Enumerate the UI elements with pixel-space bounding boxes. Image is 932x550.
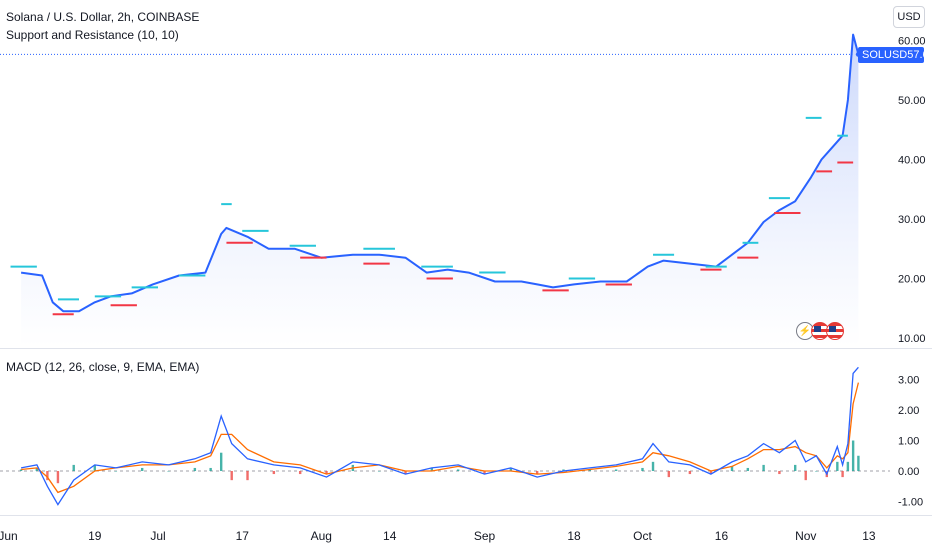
macd-histogram-bar (93, 464, 96, 471)
macd-histogram-bar (456, 469, 460, 471)
time-axis-tick-label: 17 (236, 529, 250, 543)
macd-histogram-bar (140, 467, 144, 471)
price-tag-value: 57.67 (907, 49, 932, 61)
macd-histogram-bar (794, 464, 797, 471)
price-axis-tick-label: 40.00 (898, 155, 926, 167)
price-axis-tick-label: 10.00 (898, 333, 926, 345)
time-axis-tick-label: Oct (633, 529, 652, 543)
macd-histogram-bar (778, 471, 781, 475)
time-axis-tick-label: Sep (474, 529, 496, 543)
macd-histogram-bar (641, 467, 644, 471)
price-axis-tick-label: 50.00 (898, 95, 926, 107)
macd-histogram-bar (404, 471, 407, 475)
macd-histogram-bar (483, 471, 486, 475)
bolt-icon[interactable]: ⚡ (796, 322, 814, 340)
macd-histogram-bar (588, 469, 592, 471)
time-axis-tick-label: Aug (311, 529, 332, 543)
time-axis-tick-label: 19 (88, 529, 102, 543)
macd-axis-tick-label: 3.00 (898, 375, 919, 387)
time-axis-tick-label: Jul (150, 529, 165, 543)
time-axis-tick-label: 13 (862, 529, 876, 543)
last-price-tag: SOLUSD 57.67 (858, 47, 932, 63)
price-axis-tick-label: 20.00 (898, 274, 926, 286)
macd-histogram-bar (19, 469, 23, 471)
macd-line (20, 366, 859, 506)
macd-histogram-bar (815, 471, 818, 472)
macd-histogram-bar (762, 464, 765, 471)
price-axis-tick-label: 30.00 (898, 214, 926, 226)
macd-histogram-bar (667, 471, 671, 478)
macd-histogram-bar (272, 471, 276, 475)
macd-histogram-bar (651, 461, 655, 471)
macd-histogram-bar (167, 471, 170, 472)
macd-axis-tick-label: -1.00 (898, 497, 923, 509)
macd-histogram-bar (114, 471, 118, 472)
macd-histogram-bar (209, 467, 212, 471)
macd-axis-tick-label: 0.00 (898, 466, 919, 478)
currency-button[interactable]: USD (893, 6, 925, 28)
macd-histogram-bar (688, 471, 692, 475)
macd-histogram-bar (246, 471, 249, 481)
macd-histogram-bar (509, 467, 513, 471)
symbol-title: Solana / U.S. Dollar, 2h, COINBASE (6, 10, 200, 24)
macd-histogram-bar (46, 471, 49, 481)
macd-histogram-bar (804, 471, 807, 481)
event-markers: ⚡ (796, 322, 844, 340)
macd-label[interactable]: MACD (12, 26, close, 9, EMA, EMA) (6, 360, 200, 374)
price-area (21, 34, 859, 347)
macd-histogram-bar (846, 461, 850, 471)
macd-axis-tick-label: 1.00 (898, 436, 919, 448)
time-axis-tick-label: 16 (715, 529, 729, 543)
macd-histogram-bar (430, 467, 434, 471)
time-axis-tick-label: Jun (0, 529, 18, 543)
macd-histogram-bar (298, 471, 302, 475)
macd-histogram-bar (325, 471, 328, 475)
macd-histogram-bar (841, 471, 844, 478)
macd-axis-tick-label: 2.00 (898, 405, 919, 417)
macd-histogram-bar (219, 452, 223, 471)
us-flag-icon[interactable] (826, 322, 844, 340)
price-line (20, 33, 860, 313)
time-axis-tick-label: 18 (567, 529, 581, 543)
macd-histogram-bar (230, 471, 233, 481)
macd-histogram-bar (193, 467, 197, 471)
indicator-label[interactable]: Support and Resistance (10, 10) (6, 28, 179, 42)
macd-histogram-bar (72, 464, 75, 471)
macd-histogram-bar (535, 471, 539, 475)
macd-histogram-bar (851, 440, 855, 471)
price-tag-symbol: SOLUSD (862, 49, 908, 61)
macd-histogram-bar (35, 467, 39, 471)
macd-histogram-bar (614, 469, 618, 471)
macd-histogram-bar (562, 469, 565, 471)
macd-histogram-bar (746, 467, 750, 471)
price-axis-tick-label: 60.00 (898, 36, 926, 48)
time-axis-tick-label: 14 (383, 529, 397, 543)
macd-histogram-bar (836, 461, 839, 471)
macd-histogram-bar (730, 466, 734, 471)
macd-histogram-bar (377, 471, 381, 472)
macd-histogram-bar (709, 471, 713, 475)
signal-line (21, 382, 860, 494)
macd-histogram-bar (56, 471, 60, 484)
macd-histogram-bar (857, 455, 860, 471)
time-axis-tick-label: Nov (795, 529, 816, 543)
